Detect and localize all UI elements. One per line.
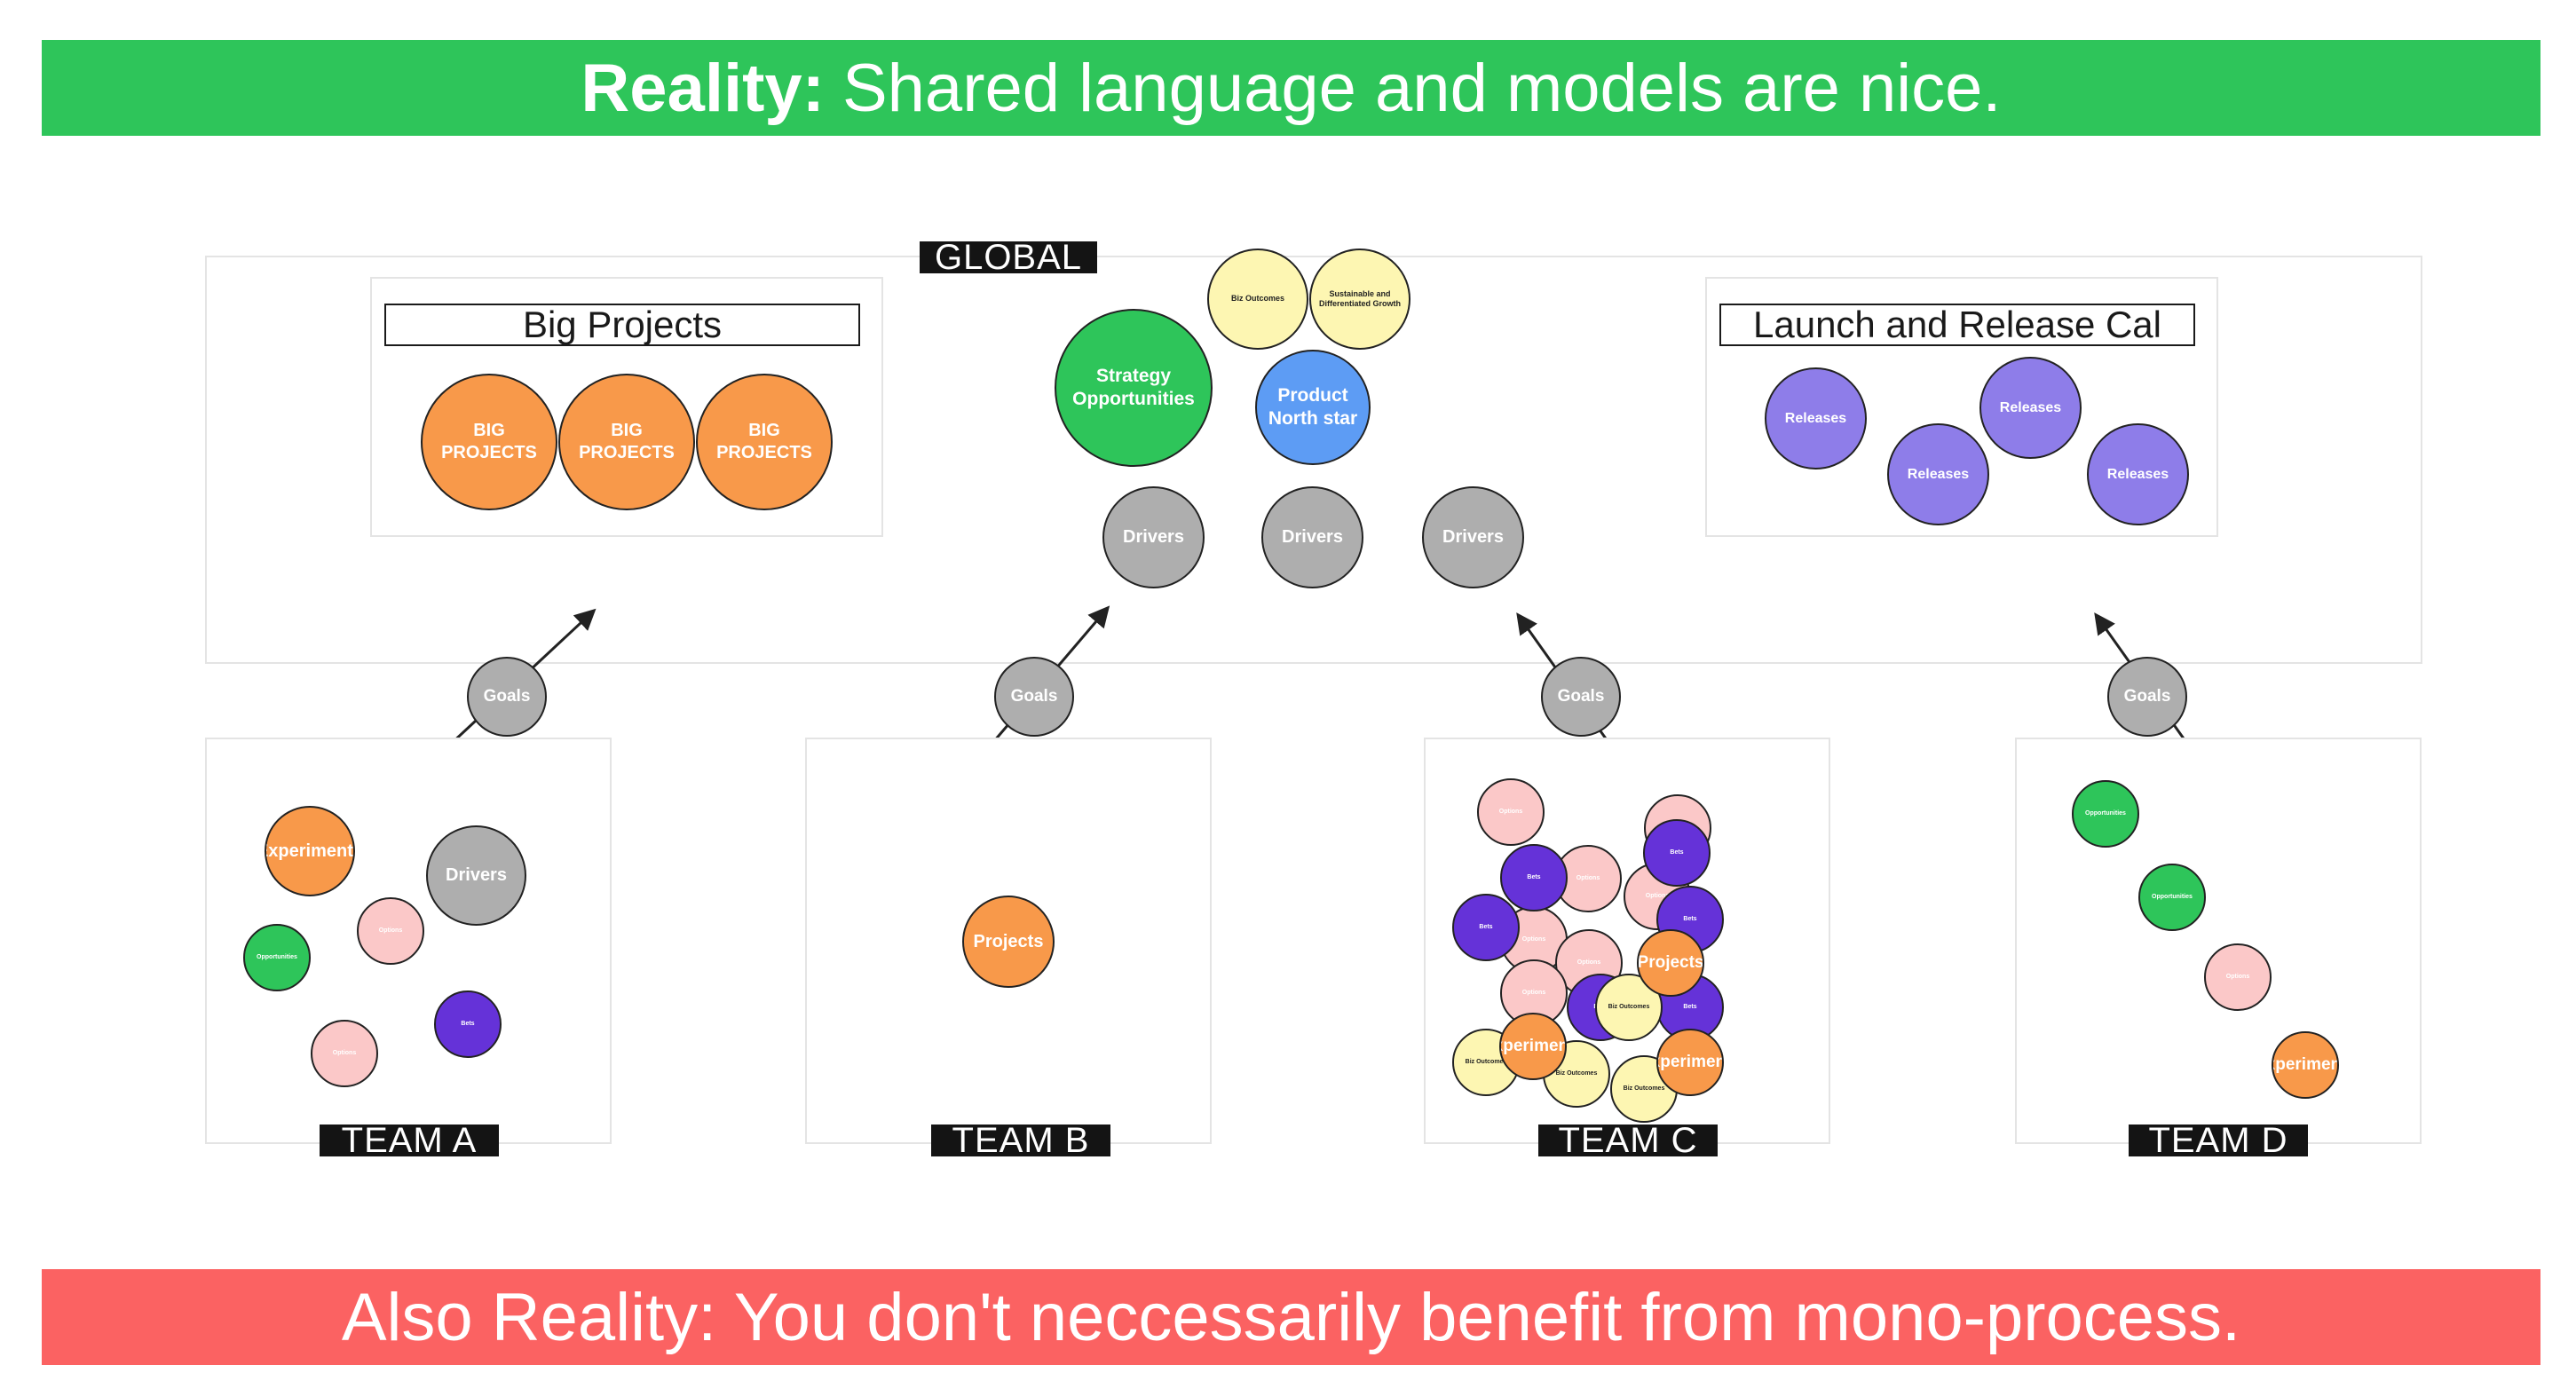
big-project-node[interactable]: BIG PROJECTS <box>558 374 695 510</box>
bets-node[interactable]: Bets <box>1643 819 1711 887</box>
big-project-node[interactable]: BIG PROJECTS <box>696 374 833 510</box>
banner-bottom-text: Also Reality: You don't neccessarily ben… <box>341 1279 2241 1355</box>
big-project-node[interactable]: BIG PROJECTS <box>421 374 557 510</box>
options-node[interactable]: Options <box>311 1020 378 1087</box>
experiments-node[interactable]: Experiments <box>1656 1029 1724 1096</box>
banner-top: Reality: Shared language and models are … <box>42 40 2540 136</box>
team-c-tag: TEAM C <box>1538 1125 1718 1156</box>
options-node[interactable]: Options <box>2204 943 2272 1011</box>
release-node[interactable]: Releases <box>2087 423 2189 525</box>
team-d-tag: TEAM D <box>2129 1125 2308 1156</box>
projects-node[interactable]: Projects <box>1637 929 1704 997</box>
bets-node[interactable]: Bets <box>434 990 502 1058</box>
drivers-node[interactable]: Drivers <box>1422 486 1524 588</box>
opportunities-node[interactable]: Opportunities <box>2072 780 2139 848</box>
banner-bottom: Also Reality: You don't neccessarily ben… <box>42 1269 2540 1365</box>
bets-node[interactable]: Bets <box>1500 844 1568 911</box>
release-node[interactable]: Releases <box>1979 357 2082 459</box>
goals-node[interactable]: Goals <box>467 657 547 737</box>
big-projects-title: Big Projects <box>384 304 860 346</box>
opportunities-node[interactable]: Opportunities <box>2138 864 2206 931</box>
biz-outcomes-node[interactable]: Biz Outcomes <box>1207 249 1308 350</box>
biz-outcomes-node[interactable]: Biz Outcomes <box>1595 974 1663 1041</box>
team-a-tag: TEAM A <box>320 1125 499 1156</box>
sustainable-growth-node[interactable]: Sustainable and Differentiated Growth <box>1309 249 1410 350</box>
experiments-node[interactable]: Experiments <box>265 806 355 896</box>
team-b-tag: TEAM B <box>931 1125 1110 1156</box>
banner-top-text: Shared language and models are nice. <box>842 50 2002 126</box>
drivers-node[interactable]: Drivers <box>426 825 526 926</box>
launch-title: Launch and Release Cal <box>1719 304 2195 346</box>
goals-node[interactable]: Goals <box>2107 657 2187 737</box>
banner-top-bold: Reality: <box>581 50 825 126</box>
projects-node[interactable]: Projects <box>962 896 1055 988</box>
release-node[interactable]: Releases <box>1765 367 1867 470</box>
drivers-node[interactable]: Drivers <box>1261 486 1363 588</box>
experiments-node[interactable]: Experiments <box>2272 1031 2339 1099</box>
options-node[interactable]: Options <box>1500 959 1568 1027</box>
bets-node[interactable]: Bets <box>1452 894 1520 961</box>
goals-node[interactable]: Goals <box>1541 657 1621 737</box>
product-north-star-node[interactable]: Product North star <box>1255 350 1371 465</box>
opportunities-node[interactable]: Opportunities <box>243 924 311 991</box>
strategy-opportunities-node[interactable]: Strategy Opportunities <box>1055 309 1213 467</box>
options-node[interactable]: Options <box>357 897 424 965</box>
release-node[interactable]: Releases <box>1887 423 1989 525</box>
goals-node[interactable]: Goals <box>994 657 1074 737</box>
options-node[interactable]: Options <box>1477 778 1545 846</box>
experiments-node[interactable]: Experiments <box>1499 1013 1567 1080</box>
global-tag: GLOBAL <box>920 241 1097 273</box>
drivers-node[interactable]: Drivers <box>1102 486 1205 588</box>
